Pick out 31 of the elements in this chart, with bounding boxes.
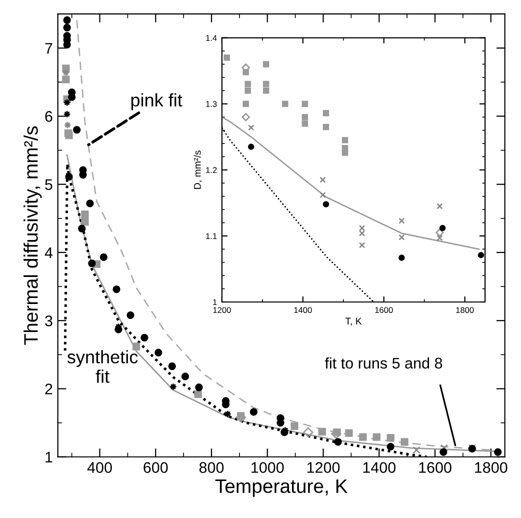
y-tick-label: 4 [44, 247, 53, 258]
x-tick-label: 1600 [419, 462, 452, 473]
x-tick-label: 800 [199, 462, 224, 473]
x-tick-label: 1600 [375, 307, 393, 313]
y-tick-label: 6 [45, 111, 52, 122]
x-tick-label: 1000 [252, 462, 284, 473]
y-tick-label: 1 [46, 452, 52, 462]
y-tick-label: 5 [45, 179, 52, 190]
x-tick-label: 1400 [363, 462, 396, 473]
y-axis-title: Thermal diffusivity, mm²/s [24, 126, 42, 345]
annotation: pink fit [131, 93, 182, 110]
x-tick-label: 1800 [456, 307, 474, 313]
x-tick-label: 1800 [475, 462, 508, 473]
x-axis-title: Temperature, K [215, 479, 348, 497]
x-tick-label: 1200 [307, 462, 340, 473]
y-tick-label: 3 [45, 315, 52, 326]
x-tick-label: 600 [144, 462, 168, 473]
y-tick-label: 1 [213, 299, 217, 306]
annotation: fit to runs 5 and 8 [324, 357, 442, 369]
y-tick-label: 7 [45, 43, 52, 54]
y-tick-label: 2 [45, 384, 52, 394]
x-tick-label: 1200 [213, 307, 231, 313]
y-axis-title: D, mm²/s [194, 150, 202, 189]
x-tick-label: 1400 [294, 307, 312, 313]
y-tick-label: 1.2 [206, 167, 217, 173]
x-tick-label: 400 [87, 462, 112, 473]
y-tick-label: 1.3 [206, 101, 217, 107]
annotation: synthetic fit [67, 350, 138, 383]
x-axis-title: T, K [345, 318, 362, 326]
y-tick-label: 1.1 [206, 233, 217, 239]
y-tick-label: 1.4 [206, 35, 217, 41]
